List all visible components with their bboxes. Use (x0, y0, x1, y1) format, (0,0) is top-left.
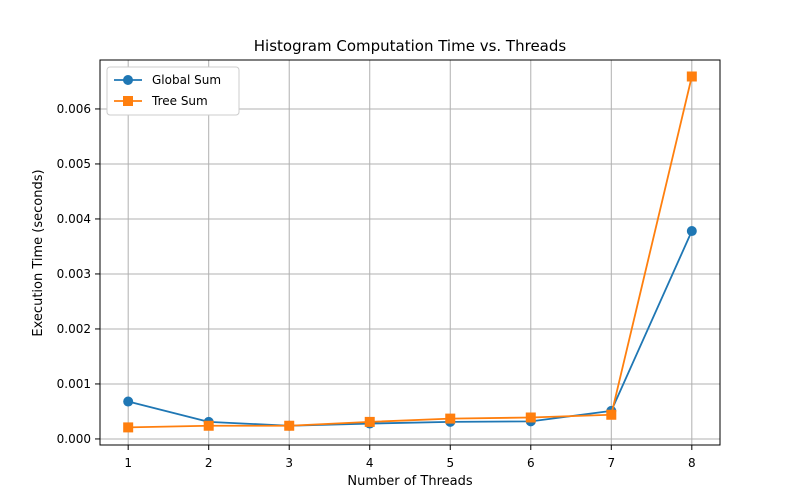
axes: 1 2 3 4 5 6 7 8 0.000 0.001 0.002 0.003 0.004 0.005 0.… (57, 59, 721, 470)
series-line (127, 75, 693, 429)
chart-title: Histogram Computation Time vs. Threads (254, 37, 567, 55)
data-point (123, 396, 134, 407)
x-tick-label: 5 (446, 456, 454, 470)
series-line (127, 230, 693, 427)
series-layer (123, 71, 697, 433)
y-tick-label: 0.003 (57, 267, 91, 281)
legend-label: Tree Sum (151, 94, 208, 108)
legend: Global Sum Tree Sum (106, 66, 240, 116)
y-tick-label: 0.001 (57, 377, 91, 391)
x-axis-label: Number of Threads (347, 474, 472, 489)
legend-marker (123, 75, 133, 85)
y-tick-label: 0.002 (57, 322, 91, 336)
legend-label: Global Sum (152, 73, 221, 87)
data-point (525, 412, 536, 423)
x-tick-label: 8 (688, 456, 696, 470)
x-tick-label: 4 (366, 456, 374, 470)
x-tick-label: 7 (607, 456, 615, 470)
data-point (203, 420, 214, 431)
data-point (686, 71, 697, 82)
y-tick-label: 0.006 (57, 102, 91, 116)
data-point (686, 226, 697, 237)
y-axis-label: Execution Time (seconds) (31, 169, 46, 336)
x-tick-label: 1 (124, 456, 132, 470)
legend-marker (123, 96, 133, 106)
x-tick-label: 6 (527, 456, 535, 470)
y-tick-label: 0.000 (57, 432, 91, 446)
y-tick-label: 0.004 (57, 212, 91, 226)
data-point (123, 422, 134, 433)
y-tick-label: 0.005 (57, 157, 91, 171)
x-tick-label: 3 (285, 456, 293, 470)
data-point (364, 416, 375, 427)
grid (100, 60, 720, 445)
data-point (606, 409, 617, 420)
data-point (284, 420, 295, 431)
series-1 (123, 71, 697, 433)
data-point (445, 413, 456, 424)
x-tick-label: 2 (205, 456, 213, 470)
legend-box (106, 66, 240, 116)
plot-frame (99, 59, 721, 446)
